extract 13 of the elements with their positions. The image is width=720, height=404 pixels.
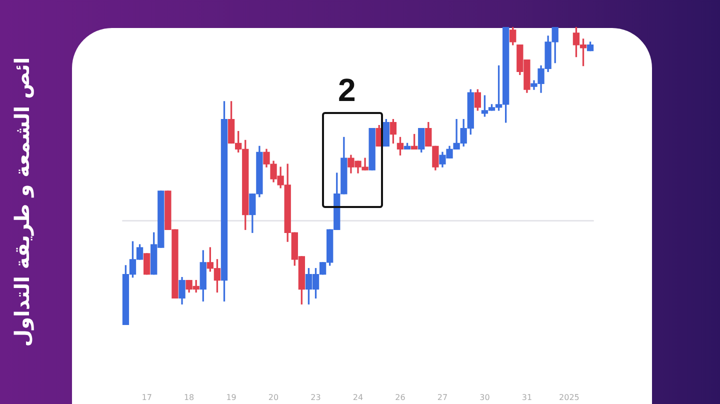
text: ائص الشمعة و طريقة التداول	[10, 57, 34, 347]
x-tick-label: 26	[395, 392, 406, 402]
x-tick-label: 20	[268, 392, 279, 402]
x-tick-label: 18	[184, 392, 194, 402]
x-tick-label: 30	[480, 392, 490, 402]
x-tick-label: 19	[226, 392, 236, 402]
x-tick-label: 31	[522, 392, 532, 402]
x-tick-label: 27	[437, 392, 448, 402]
x-tick-label: 17	[142, 392, 152, 402]
x-tick-label: 23	[310, 392, 321, 402]
annotation: 2	[338, 72, 356, 109]
x-tick-label: 24	[352, 392, 364, 402]
x-tick-label: 2025	[559, 392, 580, 402]
